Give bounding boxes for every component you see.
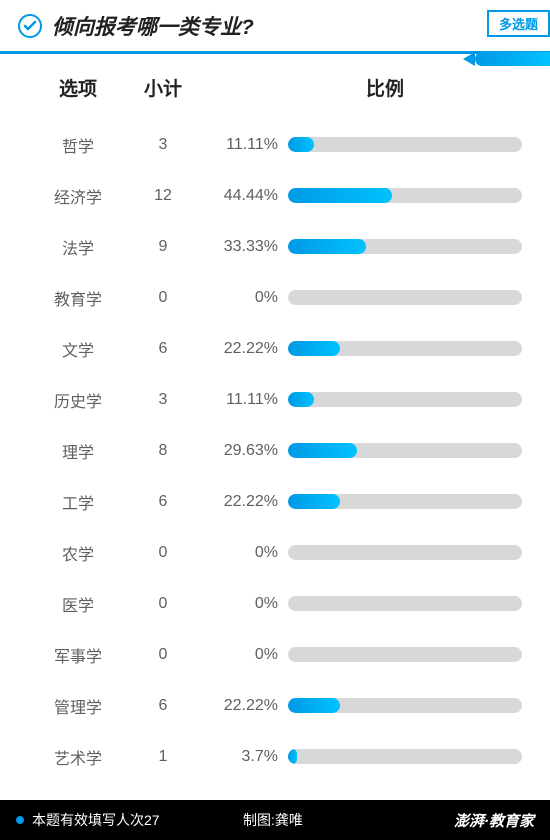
progress-fill: [288, 188, 392, 203]
question-type-badge: 多选题: [487, 10, 550, 37]
header-ratio: 比例: [198, 74, 522, 101]
option-label: 医学: [28, 592, 128, 616]
count-value: 9: [128, 238, 198, 256]
count-value: 0: [128, 595, 198, 613]
progress-fill: [288, 749, 297, 764]
table-row: 经济学1244.44%: [28, 170, 522, 221]
table-row: 教育学00%: [28, 272, 522, 323]
progress-bar: [288, 443, 522, 458]
percent-value: 11.11%: [198, 391, 288, 409]
progress-bar: [288, 647, 522, 662]
highlighter-decoration: [475, 52, 550, 66]
option-label: 文学: [28, 337, 128, 361]
count-value: 6: [128, 340, 198, 358]
option-label: 理学: [28, 439, 128, 463]
percent-value: 11.11%: [198, 136, 288, 154]
table-row: 历史学311.11%: [28, 374, 522, 425]
progress-fill: [288, 341, 340, 356]
progress-bar: [288, 188, 522, 203]
table-row: 医学00%: [28, 578, 522, 629]
table-header: 选项 小计 比例: [28, 74, 522, 101]
progress-bar: [288, 341, 522, 356]
check-icon: [18, 14, 42, 38]
count-value: 8: [128, 442, 198, 460]
percent-value: 0%: [198, 544, 288, 562]
footer: 本题有效填写人次27 制图:龚唯 澎湃·教育家: [0, 800, 550, 840]
count-value: 0: [128, 289, 198, 307]
table-row: 法学933.33%: [28, 221, 522, 272]
header-count: 小计: [128, 74, 198, 101]
progress-bar: [288, 749, 522, 764]
count-value: 0: [128, 646, 198, 664]
percent-value: 0%: [198, 646, 288, 664]
option-label: 教育学: [28, 286, 128, 310]
option-label: 管理学: [28, 694, 128, 718]
table-row: 军事学00%: [28, 629, 522, 680]
option-label: 哲学: [28, 133, 128, 157]
percent-value: 22.22%: [198, 697, 288, 715]
percent-value: 0%: [198, 595, 288, 613]
option-label: 军事学: [28, 643, 128, 667]
header: 倾向报考哪一类专业? 多选题: [0, 0, 550, 54]
count-value: 6: [128, 697, 198, 715]
progress-bar: [288, 290, 522, 305]
progress-fill: [288, 494, 340, 509]
progress-fill: [288, 443, 357, 458]
progress-bar: [288, 494, 522, 509]
percent-value: 0%: [198, 289, 288, 307]
count-value: 3: [128, 136, 198, 154]
table-row: 工学622.22%: [28, 476, 522, 527]
progress-bar: [288, 596, 522, 611]
progress-bar: [288, 239, 522, 254]
credit: 制图:龚唯: [243, 810, 454, 830]
table-row: 艺术学13.7%: [28, 731, 522, 782]
option-label: 经济学: [28, 184, 128, 208]
count-value: 1: [128, 748, 198, 766]
table-body: 哲学311.11%经济学1244.44%法学933.33%教育学00%文学622…: [28, 119, 522, 782]
progress-bar: [288, 392, 522, 407]
table-row: 农学00%: [28, 527, 522, 578]
progress-fill: [288, 698, 340, 713]
option-label: 工学: [28, 490, 128, 514]
option-label: 法学: [28, 235, 128, 259]
table-row: 管理学622.22%: [28, 680, 522, 731]
page-title: 倾向报考哪一类专业?: [52, 11, 254, 41]
option-label: 历史学: [28, 388, 128, 412]
response-count: 本题有效填写人次27: [32, 810, 243, 830]
brand-logo: 澎湃·教育家: [454, 810, 534, 831]
progress-bar: [288, 545, 522, 560]
survey-table: 选项 小计 比例 哲学311.11%经济学1244.44%法学933.33%教育…: [0, 54, 550, 782]
percent-value: 44.44%: [198, 187, 288, 205]
count-value: 12: [128, 187, 198, 205]
count-value: 3: [128, 391, 198, 409]
table-row: 文学622.22%: [28, 323, 522, 374]
option-label: 农学: [28, 541, 128, 565]
percent-value: 3.7%: [198, 748, 288, 766]
percent-value: 22.22%: [198, 340, 288, 358]
progress-bar: [288, 698, 522, 713]
count-value: 6: [128, 493, 198, 511]
table-row: 哲学311.11%: [28, 119, 522, 170]
percent-value: 29.63%: [198, 442, 288, 460]
table-row: 理学829.63%: [28, 425, 522, 476]
progress-fill: [288, 239, 366, 254]
percent-value: 22.22%: [198, 493, 288, 511]
option-label: 艺术学: [28, 745, 128, 769]
percent-value: 33.33%: [198, 238, 288, 256]
count-value: 0: [128, 544, 198, 562]
header-option: 选项: [28, 74, 128, 101]
progress-fill: [288, 392, 314, 407]
progress-bar: [288, 137, 522, 152]
progress-fill: [288, 137, 314, 152]
bullet-icon: [16, 816, 24, 824]
